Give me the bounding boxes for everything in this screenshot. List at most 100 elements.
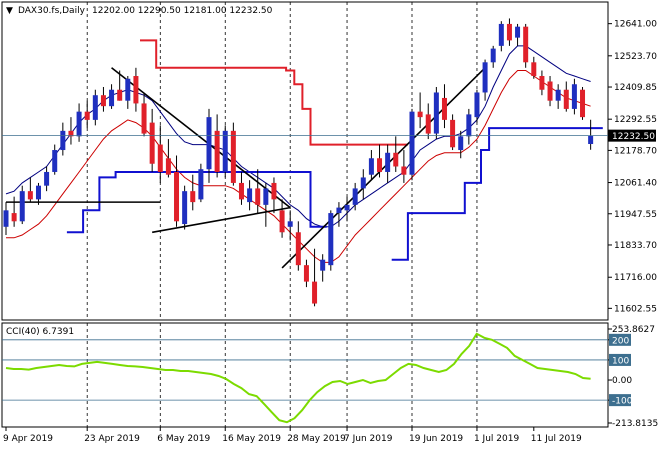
candle [100, 86, 106, 112]
candle [133, 67, 139, 112]
candle [263, 182, 269, 227]
price-tick-label: 12178.70 [614, 146, 657, 156]
candle [320, 254, 326, 282]
cci-tick-label: 253.8627 [612, 325, 655, 335]
candle [287, 210, 293, 241]
candle-body [401, 166, 407, 175]
candle [230, 122, 236, 186]
candle-body [52, 150, 58, 172]
candle-body [174, 171, 180, 222]
candle-body [474, 92, 480, 118]
candle [571, 78, 577, 115]
candle-body [425, 114, 431, 134]
price-tick-label: 12641.00 [614, 20, 657, 30]
candle [27, 177, 33, 203]
trend-lines [6, 67, 486, 269]
candle [141, 92, 147, 137]
candle-body [27, 191, 33, 200]
trend-line [152, 206, 291, 234]
candle [482, 59, 488, 101]
candle [198, 163, 204, 203]
candle-body [100, 95, 106, 107]
indicator-label: CCI(40) 6.7391 [6, 327, 74, 337]
candle-body [441, 97, 447, 120]
candle [385, 144, 391, 183]
candle-body [44, 171, 50, 186]
candle-body [35, 185, 41, 200]
date-tick-label: 7 Jun 2019 [344, 434, 393, 444]
candle-body [344, 204, 350, 211]
candle [393, 136, 399, 172]
vertical-grid-lines [86, 2, 478, 427]
price-tick-label: 11947.55 [614, 210, 657, 220]
candle-body [523, 26, 529, 63]
candle [433, 86, 439, 140]
candle-body [352, 188, 358, 205]
candle [206, 108, 212, 183]
candle [580, 86, 586, 120]
candle [401, 150, 407, 183]
candle [19, 185, 25, 225]
date-tick-label: 16 May 2019 [222, 434, 281, 444]
candle [336, 202, 342, 227]
candle-body [531, 62, 537, 77]
candle [425, 103, 431, 140]
price-tick-label: 11716.00 [614, 273, 657, 283]
candle-body [149, 122, 155, 164]
candle-body [165, 158, 171, 175]
candle [271, 177, 277, 214]
candle [295, 221, 301, 271]
candlesticks [3, 18, 594, 307]
cci-tick-label: 0.00 [612, 376, 632, 386]
candle-body [360, 177, 366, 189]
candle-body [125, 78, 131, 101]
date-tick-label: 9 Apr 2019 [3, 434, 53, 444]
candle-body [490, 48, 496, 63]
candle [92, 89, 98, 126]
price-tick-label: 11602.55 [614, 304, 657, 314]
cci-tick-label: -213.8135 [612, 419, 658, 429]
current-price-line: 12232.50 [2, 129, 656, 142]
candle-body [450, 119, 456, 148]
candle-body [466, 114, 472, 137]
price-tick-label: 12292.55 [614, 115, 657, 125]
candle [44, 166, 50, 192]
candle [450, 114, 456, 151]
candle [165, 139, 171, 178]
candle-body [571, 84, 577, 109]
candle-body [393, 152, 399, 167]
candle [222, 125, 228, 178]
candle [149, 108, 155, 172]
candle-body [328, 213, 334, 266]
candle [303, 259, 309, 288]
candle-body [3, 210, 9, 227]
candle [344, 196, 350, 222]
price-tag-bg [608, 129, 656, 142]
cci-plot [5, 332, 591, 424]
candle-body [555, 89, 561, 101]
candle-body [279, 210, 285, 233]
trend-line [111, 67, 291, 209]
candle-body [433, 92, 439, 134]
candle [539, 70, 545, 96]
candle-body [222, 130, 228, 172]
candle [190, 174, 196, 211]
candle [117, 70, 123, 101]
candle-body [498, 23, 504, 46]
candle-body [539, 76, 545, 90]
candle-body [230, 130, 236, 183]
candle [125, 76, 131, 109]
candle-body [133, 76, 139, 104]
candle [506, 18, 512, 46]
candle [409, 108, 415, 181]
candle-body [11, 213, 17, 222]
cci-tick-label: 100 [612, 356, 629, 366]
candle [157, 125, 163, 183]
candle-body [247, 188, 253, 203]
cci-level-tag [609, 333, 631, 346]
candle [474, 89, 480, 123]
candle-body [190, 191, 196, 203]
candle [328, 210, 334, 271]
cci-line [5, 332, 591, 424]
